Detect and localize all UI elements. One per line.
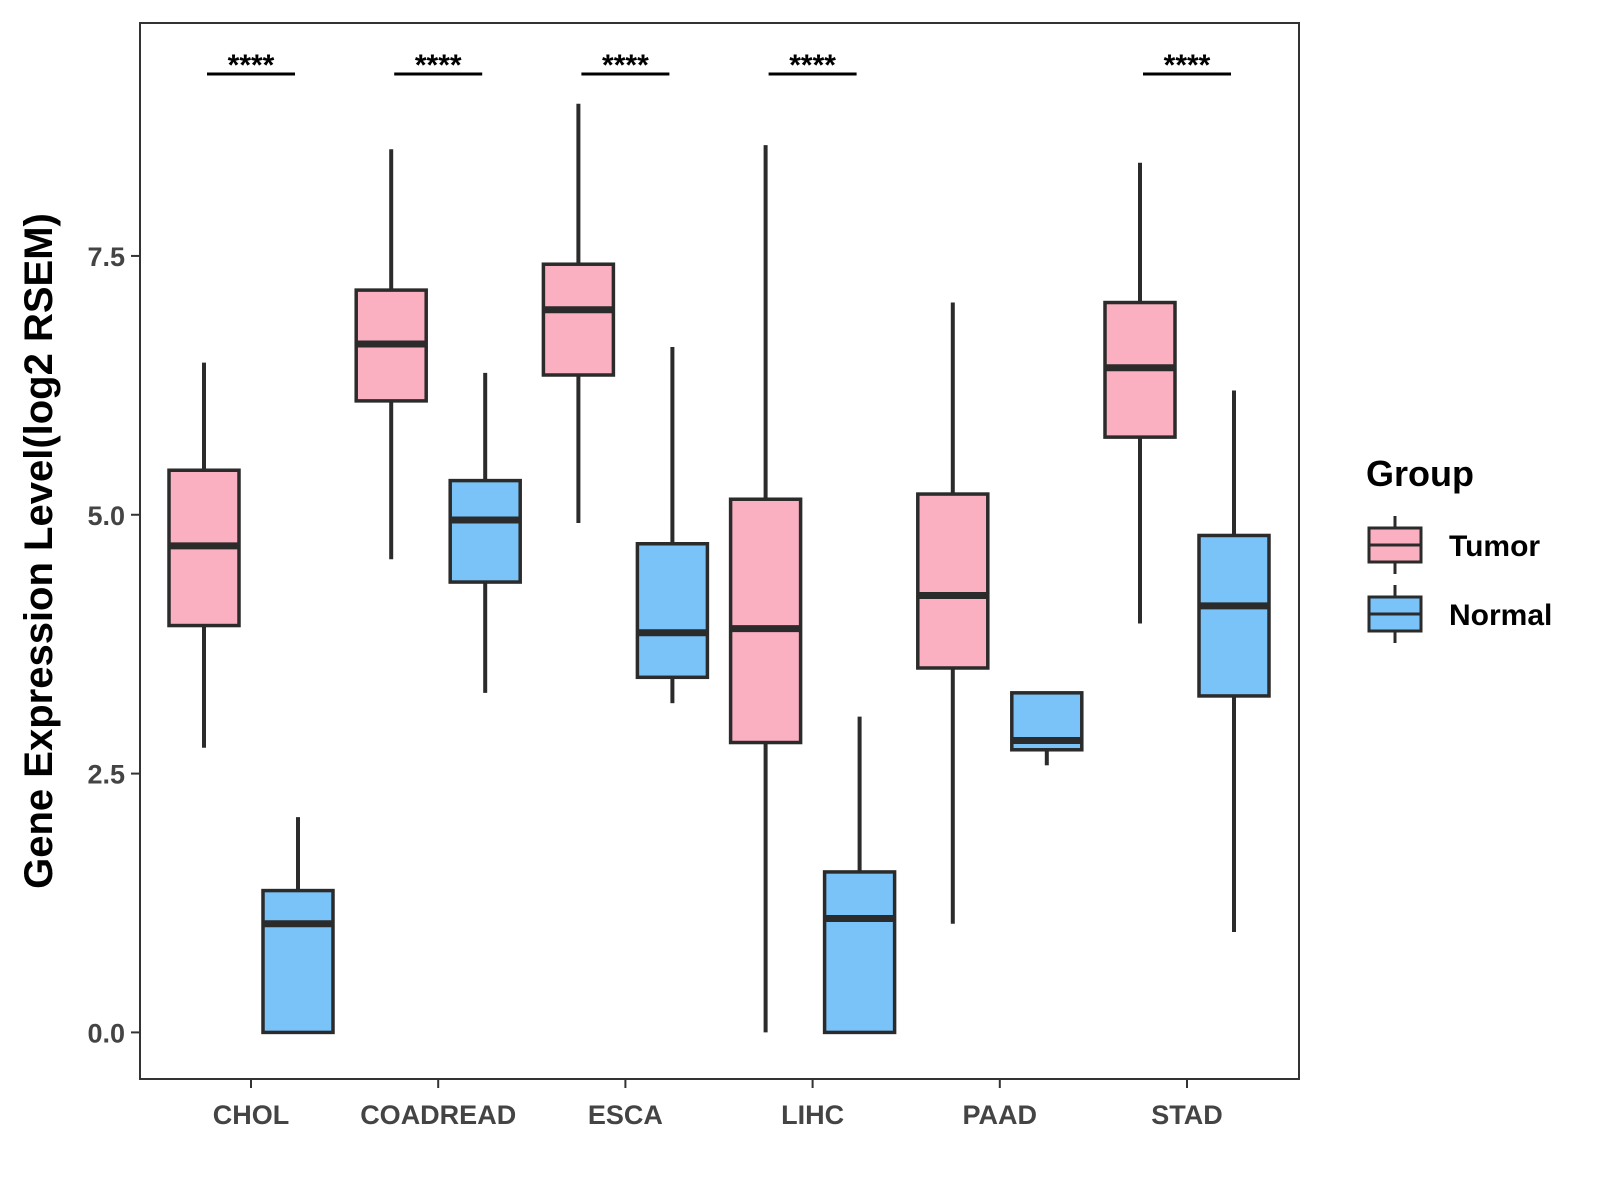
- significance-label: ****: [415, 49, 462, 82]
- box-tumor: [916, 492, 990, 670]
- box-tumor: [541, 262, 616, 377]
- box-normal: [635, 542, 710, 680]
- legend-label-tumor: Tumor: [1449, 530, 1540, 563]
- significance-label: ****: [602, 49, 649, 82]
- x-tick-label: CHOL: [213, 1100, 290, 1130]
- x-tick-label: STAD: [1151, 1100, 1223, 1130]
- y-axis-title: Gene Expression Level(log2 RSEM): [17, 213, 61, 889]
- box-tumor: [728, 497, 803, 745]
- x-tick-label: LIHC: [781, 1100, 844, 1130]
- plot-panel-border: [139, 22, 1300, 1080]
- y-tick-label: 7.5: [87, 242, 125, 272]
- significance-label: ****: [789, 49, 836, 82]
- box-normal: [822, 870, 897, 1035]
- box-normal: [1197, 533, 1271, 698]
- legend-label-normal: Normal: [1449, 599, 1552, 632]
- significance-label: ****: [1164, 49, 1211, 82]
- box-normal: [448, 478, 522, 584]
- x-tick-label: PAAD: [963, 1100, 1038, 1130]
- y-tick-label: 2.5: [87, 760, 125, 790]
- plot-area: 0.0 2.5 5.0 7.5 CHOL COADREAD ESCA LIHC PAAD STAD…: [87, 49, 1271, 1130]
- y-tick-label: 5.0: [87, 501, 125, 531]
- box-normal: [261, 888, 335, 1035]
- significance-label: ****: [228, 49, 275, 82]
- legend: Group Tumor Normal: [1366, 453, 1552, 643]
- x-tick-label: ESCA: [588, 1100, 663, 1130]
- legend-title: Group: [1366, 453, 1474, 494]
- x-tick-label: COADREAD: [360, 1100, 516, 1130]
- y-tick-label: 0.0: [87, 1018, 125, 1048]
